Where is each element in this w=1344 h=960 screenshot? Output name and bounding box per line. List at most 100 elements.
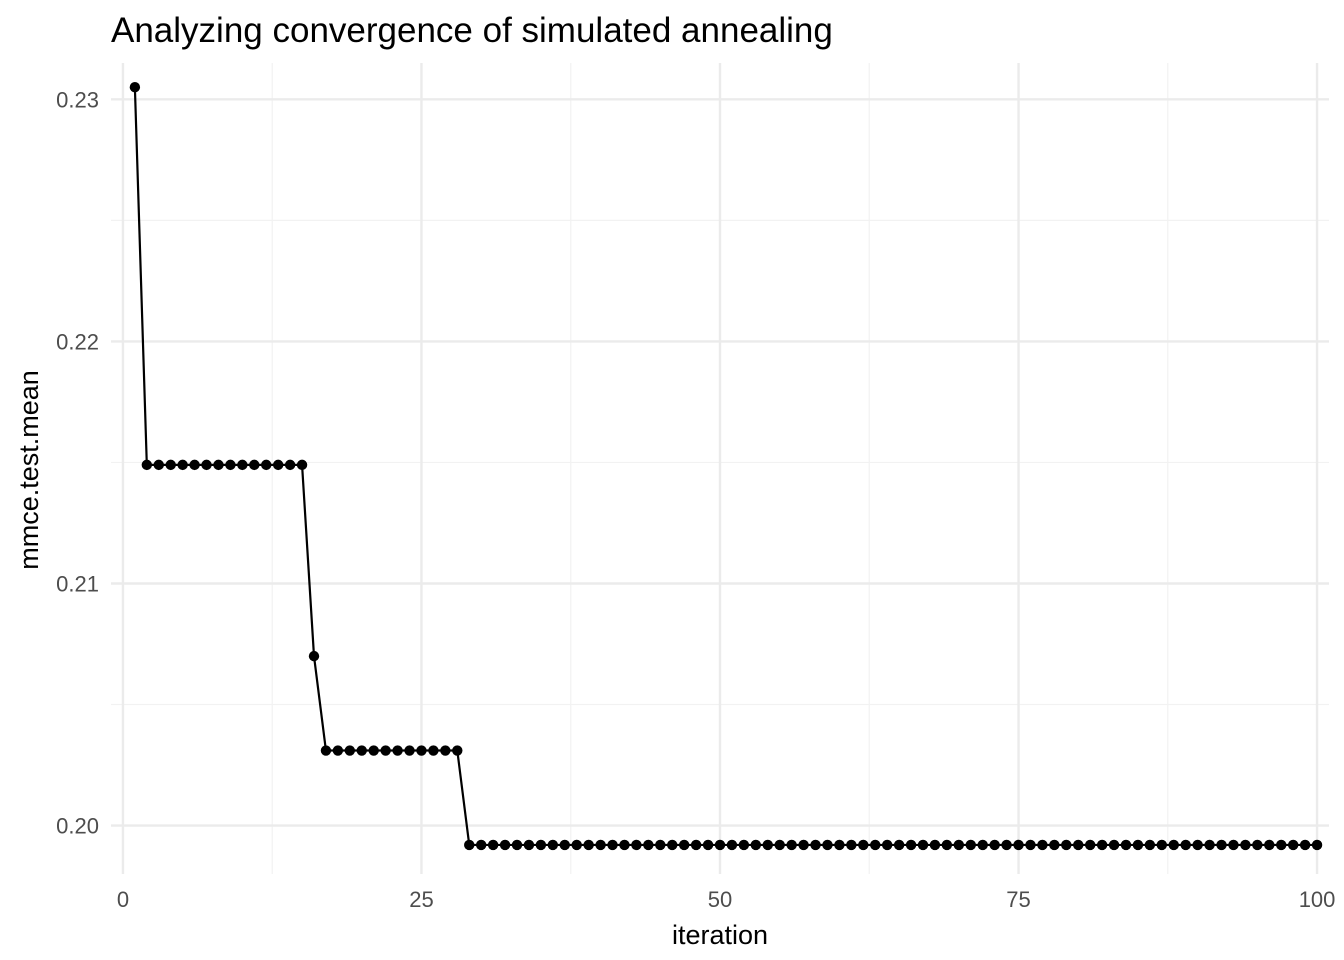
data-point <box>547 839 559 851</box>
data-point <box>1061 839 1072 851</box>
data-point <box>535 839 547 851</box>
data-point <box>153 459 164 471</box>
data-point <box>308 650 320 662</box>
y-tick-label: 0.23 <box>56 87 99 112</box>
data-point <box>392 745 403 756</box>
data-point <box>965 839 976 851</box>
data-point <box>464 839 475 851</box>
data-point <box>380 745 391 756</box>
data-point <box>870 839 881 851</box>
data-point <box>404 745 415 756</box>
data-point <box>332 745 344 756</box>
data-point <box>344 745 356 756</box>
data-point <box>655 839 666 851</box>
data-point <box>1228 839 1239 851</box>
x-tick-label: 0 <box>117 887 129 912</box>
data-point <box>523 839 535 851</box>
data-point <box>1013 839 1024 851</box>
x-tick-label: 100 <box>1299 887 1336 912</box>
data-points <box>129 82 1323 851</box>
data-point <box>559 839 570 851</box>
data-point <box>786 839 797 851</box>
data-point <box>1025 839 1036 851</box>
data-point <box>1180 839 1191 851</box>
data-point <box>571 839 582 851</box>
data-point <box>189 459 200 471</box>
data-point <box>1084 839 1096 851</box>
data-point <box>428 745 439 756</box>
data-point <box>213 459 224 471</box>
x-tick-label: 75 <box>1006 887 1030 912</box>
data-point <box>177 459 188 471</box>
data-point <box>858 839 869 851</box>
x-tick-label: 25 <box>409 887 433 912</box>
data-point <box>368 745 379 756</box>
data-point <box>237 459 248 471</box>
y-axis-ticks: 0.20 0.21 0.22 0.23 <box>56 87 99 838</box>
data-point <box>595 839 606 851</box>
data-point <box>726 839 738 851</box>
x-axis-title: iteration <box>672 920 768 950</box>
data-point <box>607 839 618 851</box>
data-point <box>1037 839 1048 851</box>
data-point <box>1311 839 1323 851</box>
data-point <box>678 839 690 851</box>
major-gridlines <box>111 63 1329 874</box>
data-point <box>1252 839 1263 851</box>
data-point <box>1156 839 1168 851</box>
x-axis-ticks: 0 25 50 75 100 <box>117 887 1336 912</box>
data-point <box>201 459 212 471</box>
data-point <box>1264 839 1275 851</box>
data-point <box>881 839 893 851</box>
data-point <box>1168 839 1179 851</box>
data-point <box>141 459 153 471</box>
data-point <box>893 839 905 851</box>
data-point <box>1240 839 1251 851</box>
data-point <box>977 839 988 851</box>
data-point <box>249 459 260 471</box>
data-point <box>129 82 141 93</box>
data-point <box>953 839 965 851</box>
data-point <box>440 745 451 756</box>
data-point <box>667 839 678 851</box>
data-point <box>690 839 702 851</box>
y-tick-label: 0.20 <box>56 814 99 839</box>
data-point <box>798 839 809 851</box>
data-point <box>917 839 929 851</box>
data-point <box>846 839 857 851</box>
data-point <box>714 839 726 851</box>
data-point <box>452 745 463 756</box>
data-point <box>631 839 642 851</box>
data-point <box>905 839 917 851</box>
data-point <box>1049 839 1060 851</box>
data-point <box>296 459 308 471</box>
data-point <box>1120 839 1132 851</box>
data-point <box>487 839 499 851</box>
data-point <box>941 839 953 851</box>
data-point <box>1108 839 1120 851</box>
data-point <box>738 839 750 851</box>
data-point <box>1204 839 1215 851</box>
data-point <box>225 459 236 471</box>
data-point <box>1132 839 1144 851</box>
data-point <box>475 839 487 851</box>
data-point <box>1192 839 1203 851</box>
data-point <box>989 839 1000 851</box>
data-point <box>272 459 284 471</box>
data-point <box>511 839 523 851</box>
data-point <box>750 839 762 851</box>
data-point <box>643 839 654 851</box>
y-tick-label: 0.21 <box>56 571 99 596</box>
data-point <box>929 839 941 851</box>
data-point <box>774 839 785 851</box>
data-point <box>1276 839 1287 851</box>
data-point <box>1001 839 1012 851</box>
data-point <box>619 839 630 851</box>
data-point <box>810 839 821 851</box>
y-tick-label: 0.22 <box>56 329 99 354</box>
data-point <box>284 459 296 471</box>
data-point <box>702 839 714 851</box>
data-point <box>1073 839 1084 851</box>
data-point <box>1216 839 1227 851</box>
